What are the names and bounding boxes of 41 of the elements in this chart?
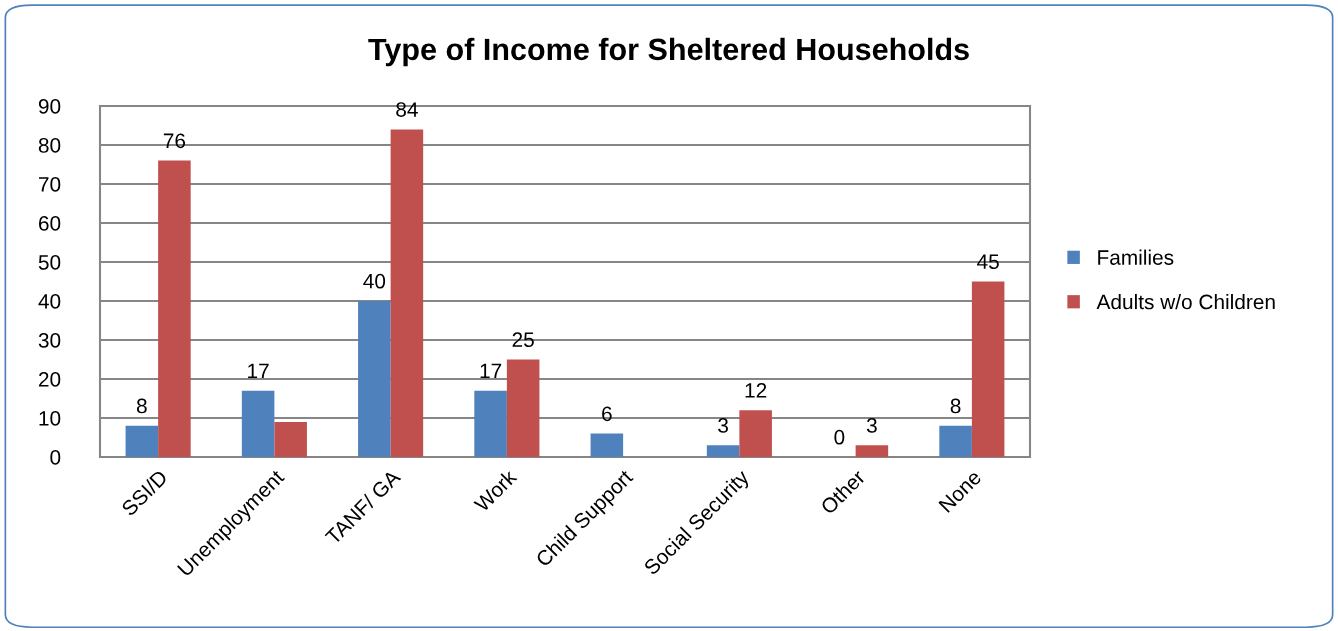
bar: [241, 390, 275, 457]
data-label: 0: [834, 429, 845, 445]
y-tick-label: 30: [38, 333, 61, 348]
data-label: 8: [136, 398, 147, 414]
bar: [939, 425, 972, 457]
bar: [158, 160, 191, 457]
bar: [971, 281, 1005, 457]
data-label: 45: [977, 254, 999, 270]
y-tick-label: 10: [39, 411, 61, 426]
bar: [274, 421, 307, 457]
y-tick-label: 60: [39, 216, 61, 231]
data-label: 40: [363, 273, 386, 289]
data-label: 84: [396, 102, 418, 117]
bar: [474, 390, 507, 457]
y-tick-label: 70: [39, 177, 61, 192]
bar: [590, 433, 624, 457]
data-label: 3: [866, 418, 877, 433]
data-label: 25: [512, 332, 534, 348]
bar: [358, 301, 391, 457]
y-tick-label: 20: [38, 372, 61, 387]
y-tick-label: 90: [38, 99, 61, 114]
data-label: 12: [745, 383, 767, 398]
y-tick-label: 50: [38, 255, 61, 270]
bar: [506, 359, 540, 457]
y-tick-label: 80: [38, 138, 61, 153]
data-label: 17: [248, 363, 269, 379]
y-tick-label: 0: [50, 450, 61, 465]
data-label: 3: [718, 418, 728, 433]
bar: [706, 445, 740, 457]
bar: [739, 410, 772, 457]
bar: [390, 129, 424, 457]
bar: [125, 425, 159, 457]
data-label: 76: [163, 133, 186, 149]
y-tick-label: 40: [38, 294, 61, 309]
chart-title: Type of Income for Sheltered Households: [368, 37, 969, 67]
legend-label: Adults w/o Children: [1096, 294, 1275, 310]
legend-label: Families: [1098, 249, 1174, 265]
data-label: 17: [480, 363, 502, 379]
data-label: 8: [950, 398, 961, 414]
bar: [855, 445, 889, 457]
data-label: 6: [602, 406, 612, 422]
